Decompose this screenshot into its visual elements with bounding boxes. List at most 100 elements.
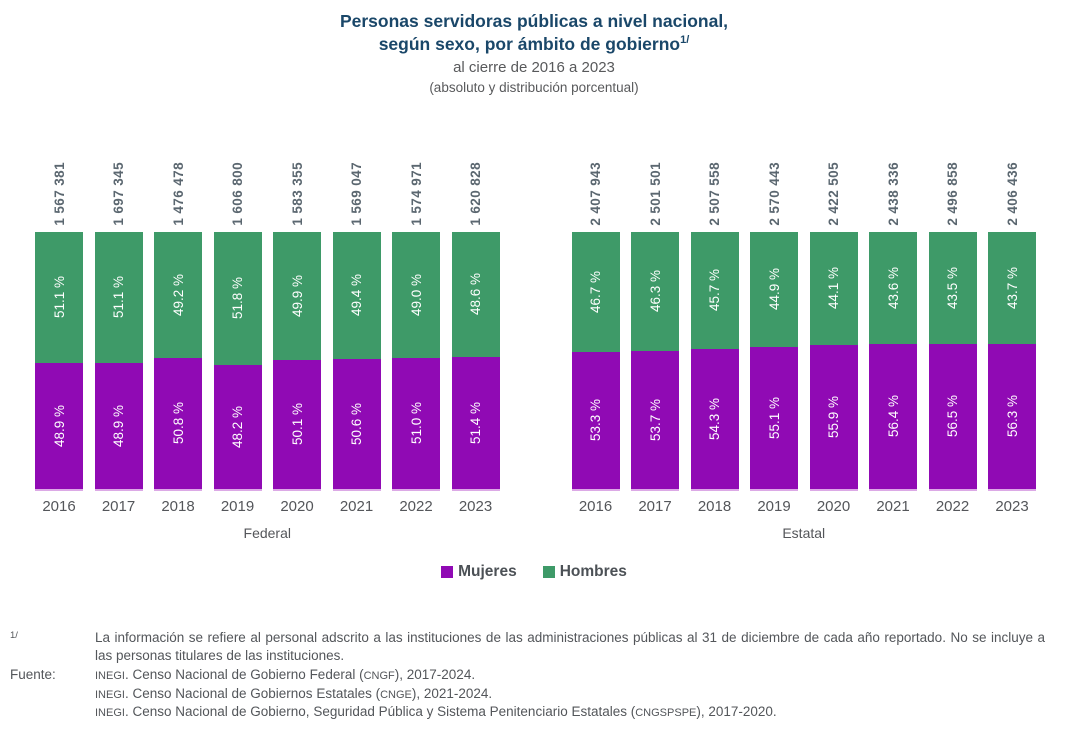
bar-baseline	[869, 488, 917, 491]
bar-column: 2 422 505 44.1 % 55.9 % 2020	[809, 129, 858, 515]
bar-baseline	[928, 488, 977, 491]
bar-total-label: 1 606 800	[230, 162, 245, 226]
bar-column: 2 406 436 43.7 % 56.3 % 2023	[988, 129, 1036, 515]
bar-group-federal-bars: 1 567 381 51.1 % 48.9 % 2016 1 697 345 51.1 %…	[35, 129, 500, 515]
title-footnote-marker: 1/	[680, 34, 690, 47]
bar-segment-mujeres: 53.3 %	[571, 351, 620, 489]
chart-title-line2: según sexo, por ámbito de gobierno1/	[0, 33, 1068, 56]
bar-segment-hombres: 46.3 %	[631, 231, 679, 351]
bar-segment-hombres: 49.0 %	[392, 231, 440, 358]
hombres-percent-label: 49.2 %	[170, 273, 186, 317]
year-label: 2023	[458, 497, 493, 515]
year-label: 2017	[638, 497, 672, 515]
hombres-swatch-icon	[542, 565, 555, 578]
bar-segment-hombres: 49.9 %	[273, 231, 321, 360]
bar-total-label: 1 697 345	[111, 162, 126, 226]
legend-label-mujeres: Mujeres	[458, 562, 517, 580]
footnotes: 1/ La información se refiere al personal…	[10, 629, 1068, 722]
bar-total-wrap: 2 406 436	[1005, 129, 1020, 226]
chart-header: Personas servidoras públicas a nivel nac…	[0, 0, 1068, 97]
mujeres-percent-label: 48.9 %	[111, 404, 126, 447]
bar-baseline	[631, 488, 679, 491]
bar-segment-mujeres: 51.0 %	[392, 357, 440, 489]
bar-baseline	[35, 488, 83, 491]
bar-baseline	[750, 488, 798, 491]
mujeres-percent-label: 53.3 %	[588, 399, 603, 442]
bar-column: 1 567 381 51.1 % 48.9 % 2016	[35, 129, 83, 515]
bar-segment-mujeres: 48.2 %	[213, 364, 262, 489]
chart-title-line1: Personas servidoras públicas a nivel nac…	[0, 10, 1068, 33]
bar-segment-mujeres: 48.9 %	[94, 363, 143, 489]
bar-total-wrap: 2 570 443	[767, 129, 782, 226]
bar-group-estatal: 2 407 943 46.7 % 53.3 % 2016 2 501 501 46.3 %…	[571, 129, 1036, 541]
mujeres-percent-label: 56.4 %	[885, 395, 901, 438]
bar-total-wrap: 2 507 558	[707, 129, 722, 226]
bar-column: 2 407 943 46.7 % 53.3 % 2016	[571, 129, 620, 515]
year-label: 2021	[339, 497, 374, 515]
year-label: 2021	[876, 497, 910, 515]
stacked-bar: 43.6 % 56.4 %	[869, 231, 917, 489]
bar-total-wrap: 1 567 381	[52, 129, 67, 226]
bar-column: 2 507 558 45.7 % 54.3 % 2018	[690, 129, 739, 515]
bar-segment-mujeres: 55.9 %	[809, 345, 858, 489]
bar-total-label: 2 501 501	[647, 162, 663, 226]
year-label: 2017	[101, 497, 136, 515]
bar-total-label: 1 567 381	[51, 162, 67, 226]
year-label: 2022	[935, 497, 970, 515]
source-row: Fuente: INEGI. Censo Nacional de Gobiern…	[10, 666, 1068, 722]
bar-column: 1 606 800 51.8 % 48.2 % 2019	[213, 129, 262, 515]
bar-total-label: 2 438 336	[885, 162, 901, 226]
year-label: 2018	[697, 497, 732, 515]
stacked-bar: 51.8 % 48.2 %	[213, 231, 262, 489]
year-label: 2018	[161, 497, 195, 515]
bar-total-label: 2 496 858	[945, 162, 960, 226]
mujeres-percent-label: 50.1 %	[289, 403, 305, 446]
bar-baseline	[451, 488, 500, 491]
bar-column: 1 583 355 49.9 % 50.1 % 2020	[273, 129, 321, 515]
source-line: INEGI. Censo Nacional de Gobierno Federa…	[95, 667, 476, 683]
year-label: 2020	[280, 497, 314, 515]
footnote-marker-cell: 1/	[10, 629, 95, 648]
mujeres-percent-label: 51.4 %	[468, 401, 483, 444]
bar-total-label: 2 570 443	[766, 162, 782, 226]
hombres-percent-label: 45.7 %	[707, 269, 722, 312]
bar-total-label: 2 507 558	[707, 162, 722, 226]
mujeres-swatch-icon	[441, 565, 454, 578]
bar-segment-mujeres: 55.1 %	[750, 347, 798, 489]
year-label: 2023	[995, 497, 1029, 515]
stacked-bar: 43.7 % 56.3 %	[988, 231, 1036, 489]
bar-baseline	[809, 488, 858, 491]
bar-column: 1 569 047 49.4 % 50.6 % 2021	[332, 129, 381, 515]
bar-baseline	[332, 488, 381, 491]
bar-segment-mujeres: 50.6 %	[332, 358, 381, 489]
bar-total-label: 2 406 436	[1004, 162, 1020, 226]
stacked-bar: 51.1 % 48.9 %	[94, 231, 143, 489]
bar-total-wrap: 1 569 047	[349, 129, 364, 226]
bar-total-wrap: 1 697 345	[111, 129, 126, 226]
bar-column: 1 476 478 49.2 % 50.8 % 2018	[154, 129, 202, 515]
mujeres-percent-label: 53.7 %	[647, 398, 663, 441]
stacked-bar: 49.4 % 50.6 %	[332, 231, 381, 489]
hombres-percent-label: 49.4 %	[349, 274, 364, 317]
chart-area: 1 567 381 51.1 % 48.9 % 2016 1 697 345 51.1 %…	[35, 129, 1068, 541]
bar-total-wrap: 1 583 355	[290, 129, 305, 226]
bar-column: 2 501 501 46.3 % 53.7 % 2017	[631, 129, 679, 515]
bar-baseline	[273, 488, 321, 491]
bar-column: 1 697 345 51.1 % 48.9 % 2017	[94, 129, 143, 515]
source-lines: INEGI. Censo Nacional de Gobierno Federa…	[95, 666, 1045, 722]
mujeres-percent-label: 48.2 %	[230, 405, 245, 448]
bar-total-wrap: 1 476 478	[171, 129, 186, 226]
chart-subtitle-units: (absoluto y distribución porcentual)	[429, 79, 639, 95]
bar-total-label: 1 569 047	[349, 162, 364, 226]
hombres-percent-label: 51.8 %	[230, 277, 245, 320]
stacked-bar: 51.1 % 48.9 %	[35, 231, 83, 489]
bar-baseline	[571, 488, 620, 491]
bar-segment-mujeres: 56.3 %	[988, 344, 1036, 489]
bar-baseline	[154, 488, 202, 491]
year-label: 2020	[816, 497, 851, 515]
footnote-note-row: 1/ La información se refiere al personal…	[10, 629, 1068, 666]
bar-baseline	[690, 488, 739, 491]
hombres-percent-label: 46.3 %	[647, 270, 663, 313]
bar-group-estatal-bars: 2 407 943 46.7 % 53.3 % 2016 2 501 501 46.3 %…	[571, 129, 1036, 515]
mujeres-percent-label: 56.5 %	[945, 395, 960, 438]
